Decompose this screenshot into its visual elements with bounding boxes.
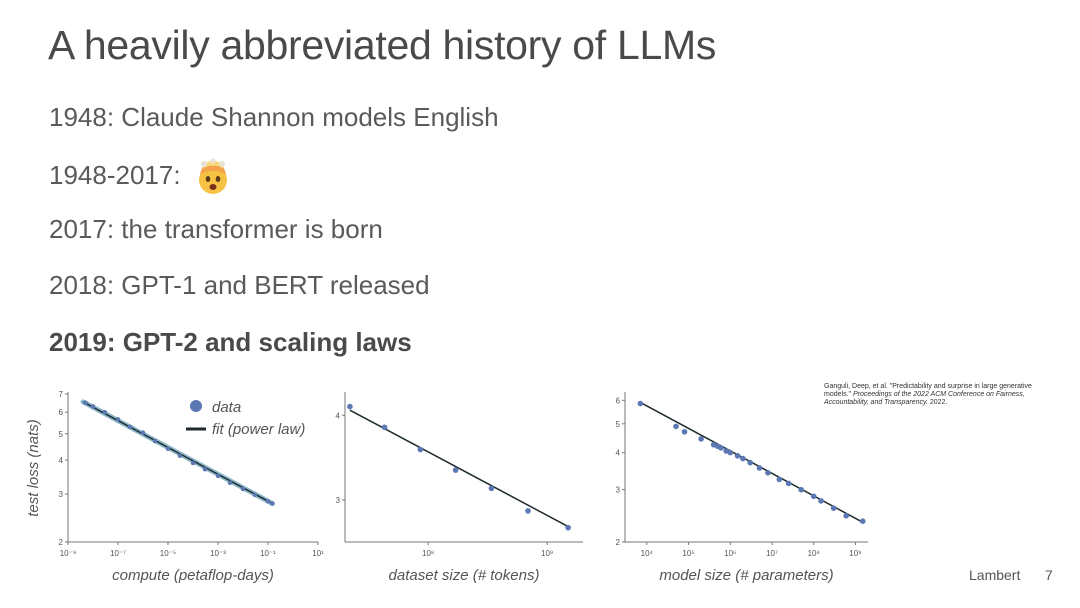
x-axis-label: compute (petaflop-days) [112,567,274,584]
data-point [727,449,734,456]
bullet-1948-2017-text: 1948-2017: [49,159,181,190]
data-point [83,400,88,405]
data-point [830,505,837,511]
x-tick-label: 10⁶ [724,549,736,558]
x-tick-label: 10⁹ [849,549,861,558]
bullet-2017: 2017: the transformer is born [49,214,383,244]
bullet-2018: 2018: GPT-1 and BERT released [49,270,430,300]
data-point [525,508,531,514]
exploding-head-emoji-icon [198,158,227,194]
data-point [673,423,679,430]
y-tick-label: 2 [59,538,64,547]
x-axis-label: dataset size (# tokens) [389,567,540,584]
data-point [190,460,196,466]
data-point [776,476,783,483]
y-tick-label: 5 [616,420,621,429]
data-point [637,400,644,407]
x-axis-label: model size (# parameters) [659,567,833,584]
citation-venue: Proceedings of the 2022 ACM Conference o… [824,391,1025,406]
data-point [270,501,275,506]
data-point [681,428,688,435]
data-point [859,518,866,524]
data-point [140,430,146,435]
bullet-2019: 2019: GPT-2 and scaling laws [49,327,412,357]
footer-author: Lambert [969,567,1021,583]
data-point [90,404,96,409]
data-point [718,445,724,451]
data-point [252,492,258,498]
x-tick-label: 10⁴ [641,549,654,558]
x-tick-label: 10⁻⁹ [60,549,77,558]
data-point [115,417,121,422]
data-point [756,465,763,471]
page-number: 7 [1045,567,1053,583]
data-point [102,410,108,415]
data-point [265,499,271,504]
legend-data-label: data [212,399,241,416]
x-tick-label: 10¹ [312,549,324,558]
data-point [347,403,353,410]
x-tick-label: 10⁷ [766,549,778,558]
y-tick-label: 5 [59,430,64,439]
legend-data-marker [190,400,202,412]
fit-line [82,401,273,505]
data-point [152,438,158,444]
data-point [798,486,804,493]
data-point [740,455,746,462]
data-point [417,446,424,453]
x-tick-label: 10⁻¹ [260,549,276,558]
y-tick-label: 4 [59,456,64,465]
citation-year: 2022. [927,399,948,406]
data-point [202,467,208,472]
y-tick-label: 4 [616,449,621,458]
y-axis-label: test loss (nats) [25,419,42,517]
data-point [165,446,171,452]
data-point [765,469,771,476]
x-tick-label: 10⁸ [808,549,820,558]
citation-lead: Ganguli, Deep, et al. "Predictability an… [824,383,1032,398]
y-tick-label: 2 [616,538,621,547]
scaling-law-charts: 10⁻⁹ 10⁻⁷ 10⁻⁵ 10⁻³ 10⁻¹ 10¹ 2 3 4 5 6 7 compute (pe… [25,390,868,584]
y-tick-label: 4 [336,411,341,420]
data-point [734,453,741,459]
data-point [381,424,388,431]
x-tick-label: 10⁸ [422,549,434,558]
y-tick-label: 3 [616,486,621,495]
y-tick-label: 3 [59,490,64,499]
data-point [843,513,849,519]
y-tick-label: 3 [336,496,341,505]
x-tick-label: 10⁵ [682,549,694,558]
data-point [215,473,221,479]
data-point [227,480,233,486]
data-point [747,459,753,466]
data-point [698,436,704,442]
x-tick-label: 10⁻³ [210,549,226,558]
data-point [810,493,817,500]
slide-title: A heavily abbreviated history of LLMs [48,22,717,68]
x-tick-label: 10⁹ [541,549,553,558]
x-tick-label: 10⁻⁷ [110,549,126,558]
y-tick-label: 6 [59,408,64,417]
data-point [565,524,571,531]
y-tick-label: 7 [59,390,64,399]
legend-fit-label: fit (power law) [212,421,305,438]
data-point [177,453,183,458]
bullet-1948-2017: 1948-2017: [49,158,232,196]
data-point [818,498,824,504]
data-point [488,485,495,492]
bullet-1948: 1948: Claude Shannon models English [49,102,499,132]
x-tick-label: 10⁻⁵ [160,549,176,558]
data-point [127,424,133,430]
data-point [452,467,459,473]
data-point [785,480,792,487]
citation: Ganguli, Deep, et al. "Predictability an… [824,383,1054,407]
data-point [240,486,246,492]
y-tick-label: 6 [616,396,621,405]
fit-line [349,409,569,528]
